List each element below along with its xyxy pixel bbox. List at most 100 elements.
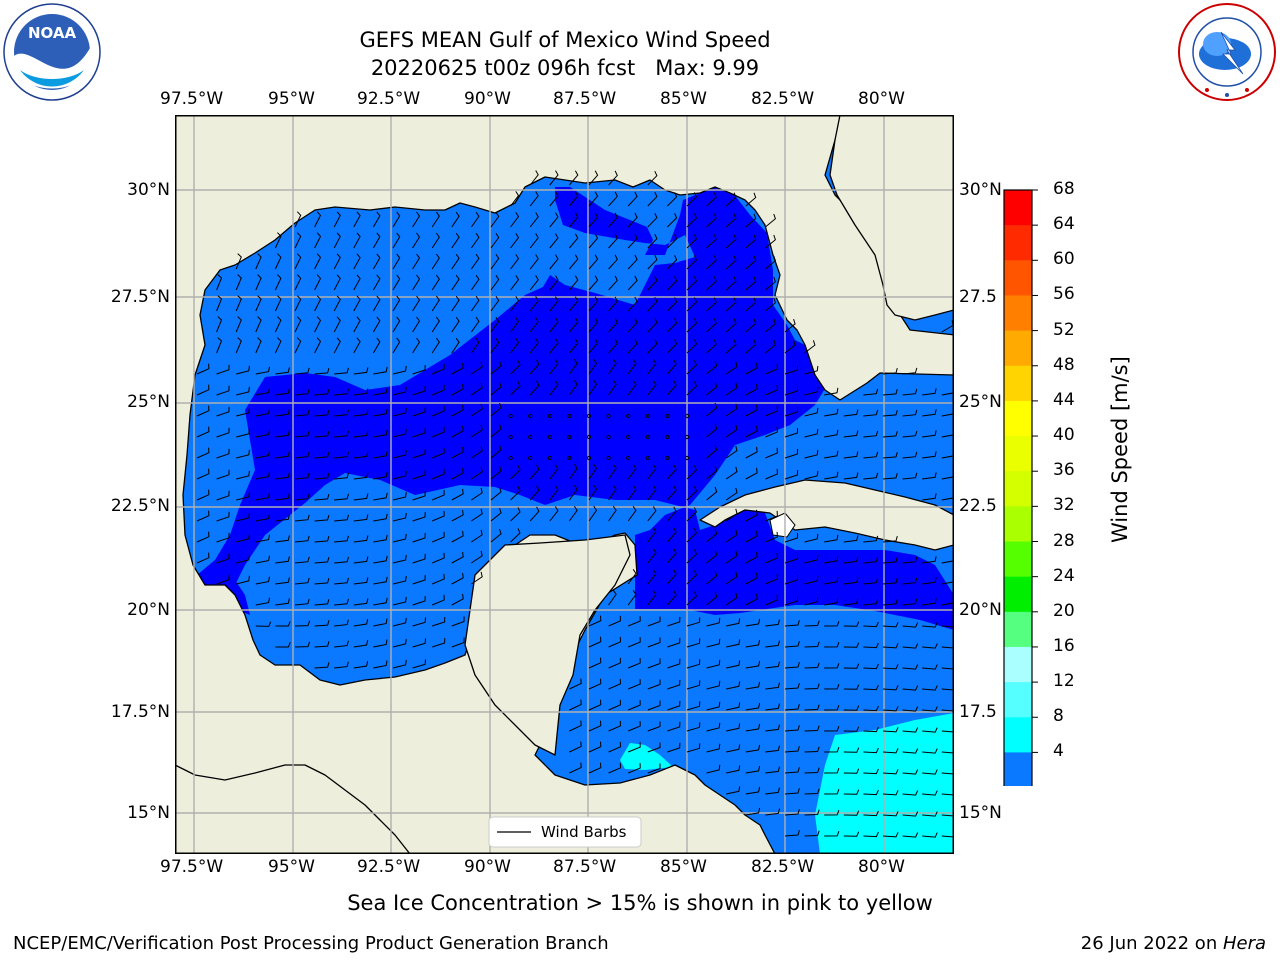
calm-barb <box>567 455 572 461</box>
wind-barb <box>372 253 381 270</box>
wind-barb <box>647 380 657 396</box>
wind-barb <box>686 659 701 669</box>
wind-barb <box>843 556 859 564</box>
wind-barb <box>255 492 270 501</box>
wind-barb <box>726 681 741 690</box>
wind-barb <box>824 642 840 648</box>
wind-barb <box>333 316 341 333</box>
wind-barb <box>627 191 638 207</box>
colorbar-tick-label: 64 <box>1053 214 1075 235</box>
wind-barb <box>608 338 618 354</box>
wind-barb <box>882 388 898 396</box>
wind-barb <box>706 743 721 753</box>
wind-barb <box>627 275 638 291</box>
wind-barb <box>902 727 919 733</box>
colorbar-swatch <box>1004 717 1032 753</box>
wind-barb <box>549 170 559 186</box>
wind-barb <box>373 429 388 438</box>
wind-barb <box>882 769 899 775</box>
wind-barb <box>843 684 860 690</box>
wind-barb <box>529 170 539 186</box>
wind-barb <box>784 427 799 438</box>
wind-barb <box>745 234 757 249</box>
wind-barb <box>784 339 796 354</box>
wind-barb <box>275 514 290 522</box>
wind-barb <box>432 594 445 606</box>
wind-barb <box>628 742 641 753</box>
wind-barb <box>314 388 330 396</box>
wind-barb <box>353 472 369 480</box>
wind-barb <box>470 253 480 270</box>
sea-ice-note-wrap: Sea Ice Concentration > 15% is shown in … <box>0 891 1280 915</box>
wind-barb <box>392 575 407 585</box>
wind-barb <box>236 575 250 585</box>
wind-barb <box>412 574 426 585</box>
wind-barb <box>255 471 270 480</box>
wind-barb <box>725 234 737 249</box>
wind-barb <box>726 765 741 774</box>
wind-barb <box>588 720 602 732</box>
wind-barb <box>333 274 341 291</box>
wind-barb <box>647 359 657 375</box>
wind-barb <box>373 597 388 606</box>
wind-barb <box>706 659 721 669</box>
wind-barb <box>236 428 250 438</box>
lon-label-top: 95°W <box>268 89 315 109</box>
wind-barb <box>745 702 761 711</box>
wind-barb <box>804 428 819 438</box>
wind-barb <box>373 387 388 396</box>
wind-barb <box>196 552 210 564</box>
colorbar-tick-label: 20 <box>1053 600 1075 621</box>
wind-barb <box>451 295 460 312</box>
wind-barb <box>216 469 230 480</box>
wind-barb <box>667 637 681 648</box>
wind-barb <box>432 552 445 564</box>
wind-barb <box>608 657 622 669</box>
colorbar-swatch <box>1004 541 1032 578</box>
wind-barb <box>294 253 302 270</box>
wind-barb <box>451 467 464 480</box>
wind-barb <box>667 213 678 228</box>
wind-barb <box>608 615 622 627</box>
wind-barb <box>667 679 681 690</box>
wind-barb <box>196 405 210 417</box>
wind-barb <box>412 617 426 627</box>
wind-barb <box>451 362 464 375</box>
colorbar-tick-label: 48 <box>1053 354 1075 375</box>
colorbar-swatch <box>1004 295 1032 331</box>
colorbar-swatch <box>1004 752 1032 786</box>
wind-barb <box>667 658 681 669</box>
wind-barb <box>941 793 954 796</box>
wind-barb <box>667 192 678 207</box>
colorbar-swatch <box>1004 225 1032 261</box>
wind-barb <box>902 367 918 375</box>
wind-barb <box>432 447 445 459</box>
wind-barb <box>471 487 483 501</box>
wind-barb <box>725 445 738 459</box>
wind-barb <box>863 831 879 838</box>
wind-barb <box>725 592 738 606</box>
wind-barb <box>647 763 661 774</box>
wind-barb <box>314 451 330 459</box>
calm-barb <box>586 455 592 461</box>
wind-barb <box>804 340 816 354</box>
wind-barb <box>549 296 559 312</box>
wind-barb <box>255 295 262 312</box>
calm-barb <box>567 434 572 440</box>
wind-barb <box>706 549 718 564</box>
wind-barb <box>353 639 369 648</box>
wind-barb <box>824 810 840 816</box>
wind-barb <box>314 316 322 333</box>
wind-barb <box>725 424 738 438</box>
wind-barb <box>490 360 502 375</box>
wind-barb <box>706 423 718 438</box>
wind-barb <box>882 706 899 712</box>
wind-barb <box>863 663 879 670</box>
wind-barb <box>608 484 617 501</box>
wind-barb <box>392 211 401 228</box>
wind-barb <box>843 810 860 816</box>
wind-barb <box>902 748 919 754</box>
wind-barb <box>784 662 800 669</box>
wind-barb <box>451 446 464 459</box>
wind-barb <box>667 318 678 333</box>
